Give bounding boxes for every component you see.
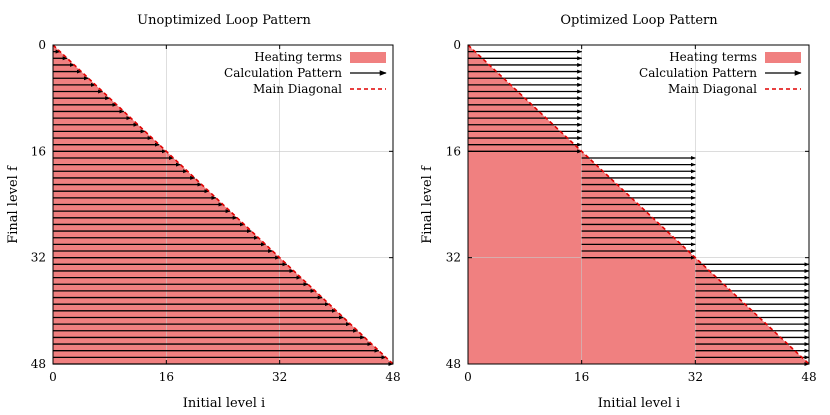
x-axis-label: Initial level i: [598, 396, 680, 411]
legend-label-calculation: Calculation Pattern: [639, 66, 757, 80]
x-tick-label: 16: [159, 370, 174, 384]
main-diagonal: [52, 44, 394, 365]
x-tick-label: 32: [272, 370, 287, 384]
calculation-arrows: [53, 49, 394, 366]
y-axis-label: Final level f: [6, 165, 21, 244]
y-tick-label: 48: [31, 357, 46, 371]
legend-label-heating: Heating terms: [669, 50, 757, 64]
legend: Heating terms Calculation Pattern Main D…: [224, 50, 387, 96]
calculation-arrows: [468, 49, 810, 366]
y-tick-label: 16: [31, 144, 46, 158]
legend: Heating terms Calculation Pattern Main D…: [639, 50, 802, 96]
x-tick-label: 48: [385, 370, 400, 384]
chart-title: Optimized Loop Pattern: [560, 13, 718, 28]
y-tick-label: 48: [446, 357, 461, 371]
x-tick-label: 48: [801, 370, 816, 384]
legend-label-diagonal: Main Diagonal: [668, 82, 757, 96]
x-tick-label: 0: [464, 370, 472, 384]
plot-frame: [467, 44, 810, 365]
legend-label-diagonal: Main Diagonal: [253, 82, 342, 96]
legend-swatch-heating: [350, 52, 386, 63]
x-tick-label: 16: [574, 370, 589, 384]
chart-title: Unoptimized Loop Pattern: [137, 13, 311, 28]
y-tick-label: 32: [446, 251, 461, 265]
main-diagonal: [467, 44, 810, 365]
legend-label-calculation: Calculation Pattern: [224, 66, 342, 80]
y-axis-label: Final level f: [420, 165, 435, 244]
y-tick-label: 16: [446, 144, 461, 158]
x-axis-label: Initial level i: [183, 396, 265, 411]
x-tick-label: 32: [688, 370, 703, 384]
y-tick-label: 0: [453, 38, 461, 52]
legend-label-heating: Heating terms: [254, 50, 342, 64]
plot-frame: [52, 44, 394, 365]
x-tick-label: 0: [49, 370, 57, 384]
panel-unoptimized: Unoptimized Loop Pattern 0 16 32 480163248 …: [6, 13, 401, 411]
y-tick-label: 32: [31, 251, 46, 265]
legend-swatch-heating: [765, 52, 801, 63]
y-tick-label: 0: [38, 38, 46, 52]
